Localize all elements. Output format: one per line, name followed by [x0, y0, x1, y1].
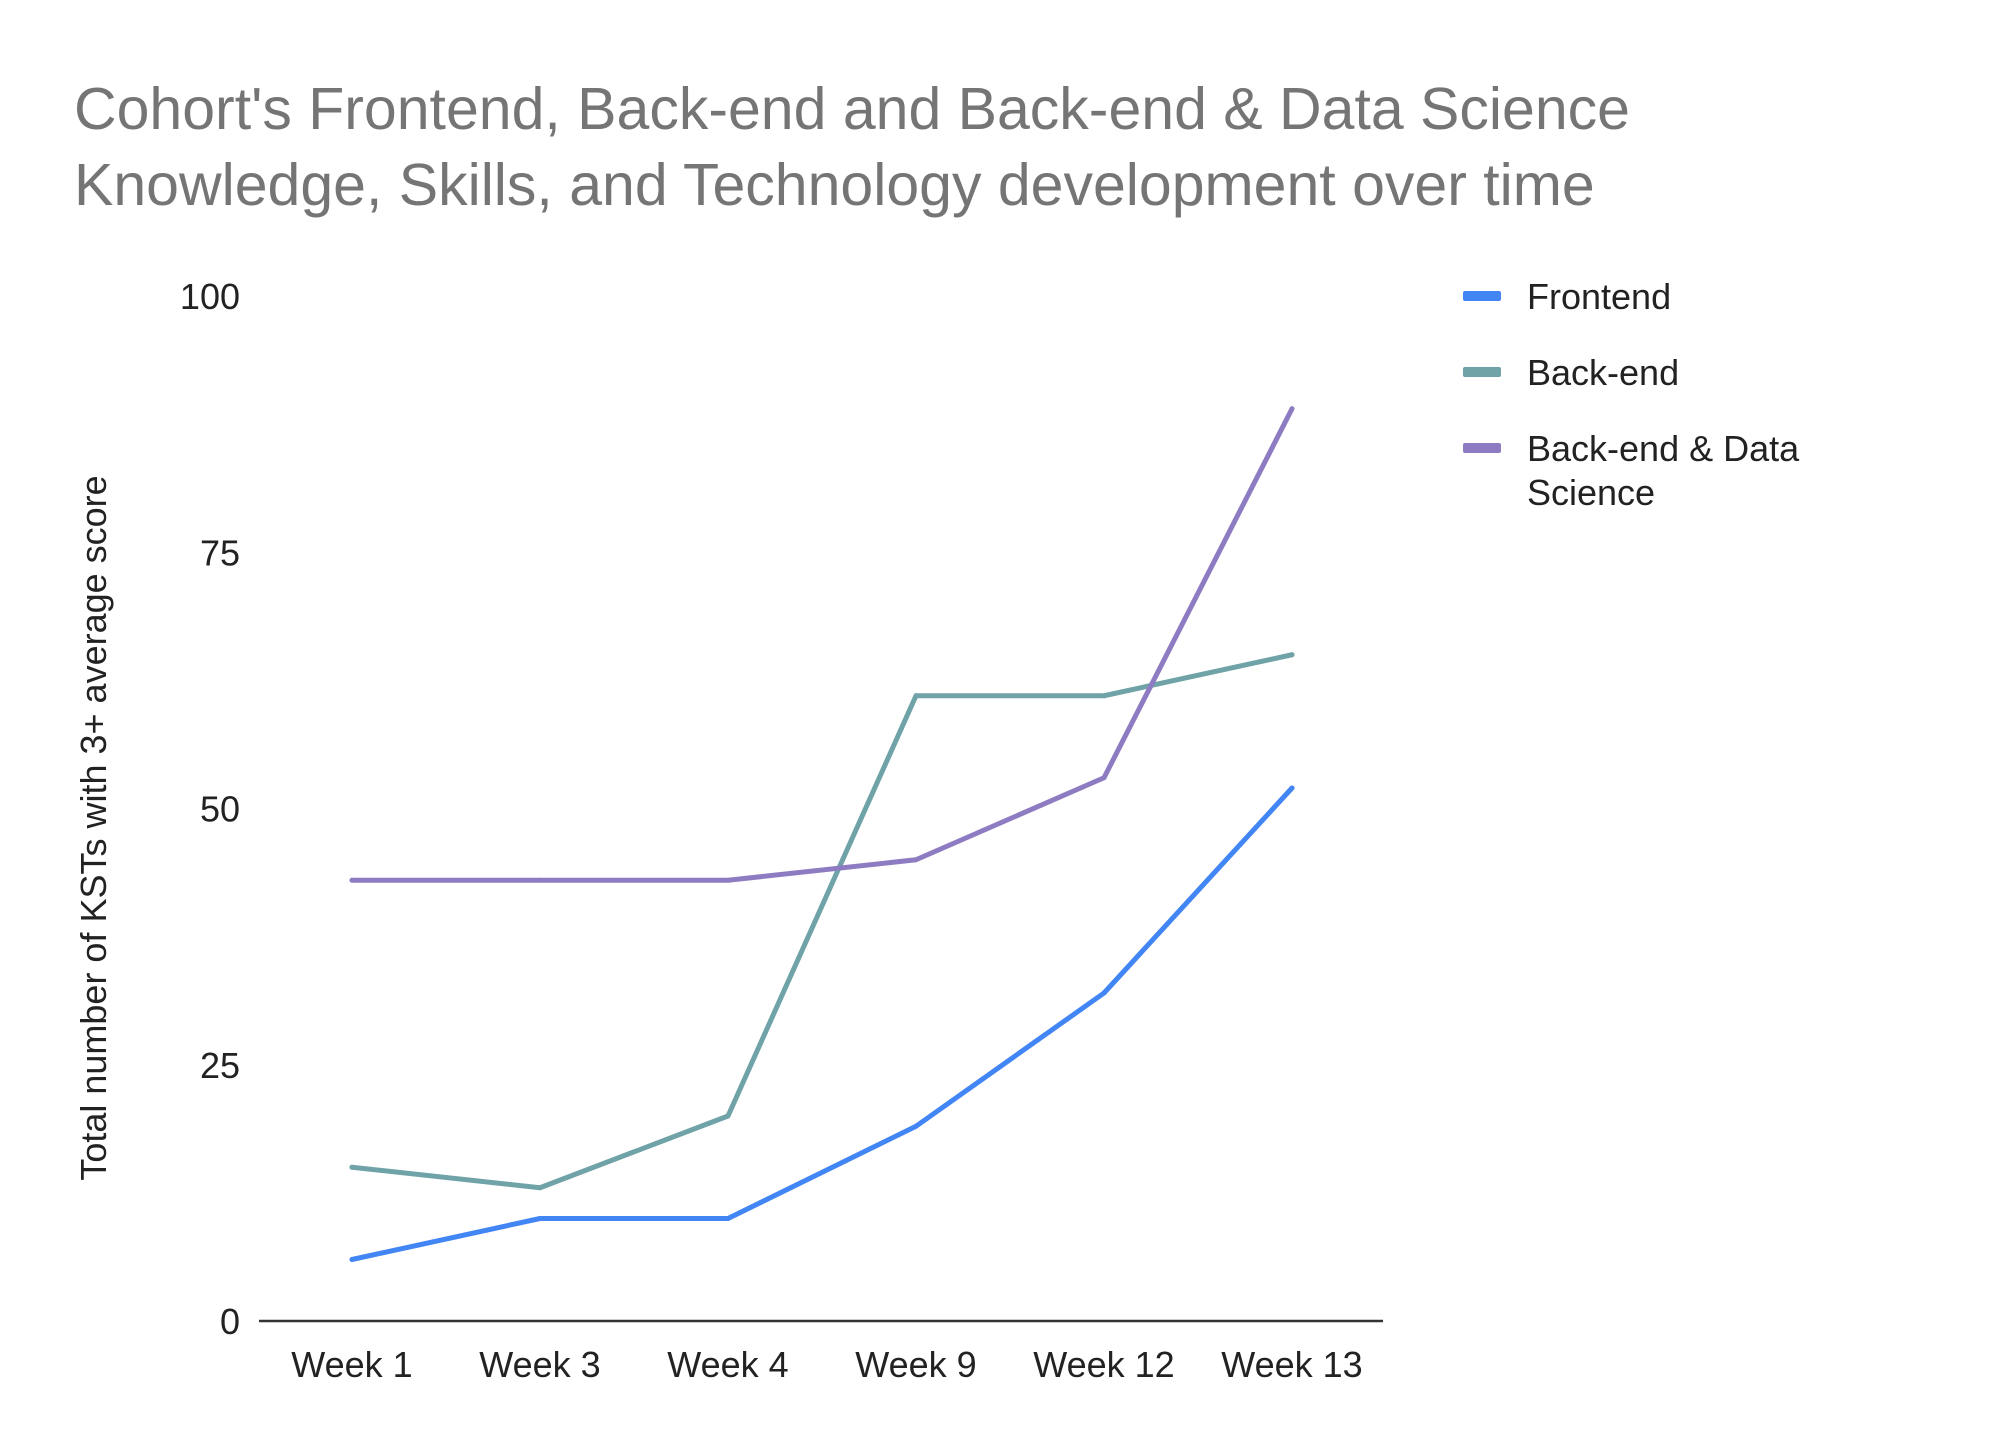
series-back-end — [349, 652, 1295, 1191]
data-point-back-end — [725, 1113, 731, 1119]
data-point-back-end — [349, 1164, 355, 1170]
x-tick-label: Week 3 — [479, 1344, 600, 1385]
x-tick-label: Week 1 — [291, 1344, 412, 1385]
data-point-frontend — [349, 1257, 355, 1262]
legend-swatch — [1463, 443, 1501, 453]
x-tick-label: Week 13 — [1221, 1344, 1362, 1385]
series-back-end-data-science — [349, 406, 1295, 883]
data-point-back-end-data-science — [1101, 775, 1107, 781]
legend-swatch — [1463, 367, 1501, 377]
legend-label: Frontend — [1527, 276, 1671, 317]
y-tick-label: 25 — [200, 1045, 240, 1086]
legend-label: Back-end — [1527, 352, 1679, 393]
x-tick-label: Week 9 — [855, 1344, 976, 1385]
data-point-back-end-data-science — [349, 877, 355, 883]
data-point-frontend — [725, 1216, 731, 1221]
legend-label: Science — [1527, 472, 1655, 513]
series-lines — [349, 406, 1295, 1262]
series-line-frontend — [349, 785, 1295, 1262]
data-point-back-end — [1101, 693, 1107, 699]
legend-item: Frontend — [1463, 276, 1671, 317]
x-tick-label: Week 4 — [667, 1344, 788, 1385]
data-point-back-end — [913, 693, 919, 699]
data-point-frontend — [913, 1123, 919, 1129]
y-tick-label: 75 — [200, 532, 240, 573]
data-point-back-end-data-science — [537, 877, 543, 883]
chart-title: Cohort's Frontend, Back-end and Back-end… — [74, 76, 1630, 218]
data-point-frontend — [1289, 785, 1295, 791]
legend-label: Back-end & Data — [1527, 428, 1800, 469]
data-point-back-end-data-science — [913, 857, 919, 863]
data-point-back-end — [1289, 652, 1295, 658]
series-line-back-end-data-science — [349, 406, 1295, 883]
x-tick-label: Week 12 — [1033, 1344, 1174, 1385]
data-point-back-end — [537, 1185, 543, 1191]
series-line-back-end — [349, 652, 1295, 1191]
data-point-back-end-data-science — [725, 877, 731, 883]
legend-swatch — [1463, 291, 1501, 301]
y-tick-label: 100 — [180, 276, 240, 317]
data-point-frontend — [1101, 990, 1107, 996]
y-axis-tick-labels: 0 25 50 75 100 — [180, 276, 240, 1342]
data-point-frontend — [537, 1216, 543, 1221]
y-axis-title: Total number of KSTs with 3+ average sco… — [73, 475, 114, 1180]
x-axis-tick-labels: Week 1 Week 3 Week 4 Week 9 Week 12 Week 13 — [291, 1344, 1362, 1385]
data-point-back-end-data-science — [1289, 406, 1295, 412]
chart-title-line-2: Knowledge, Skills, and Technology develo… — [74, 152, 1595, 218]
y-tick-label: 0 — [220, 1301, 240, 1342]
legend-item: Back-end — [1463, 352, 1679, 393]
series-frontend — [349, 785, 1295, 1262]
y-tick-label: 50 — [200, 789, 240, 830]
chart-title-line-1: Cohort's Frontend, Back-end and Back-end… — [74, 76, 1630, 142]
